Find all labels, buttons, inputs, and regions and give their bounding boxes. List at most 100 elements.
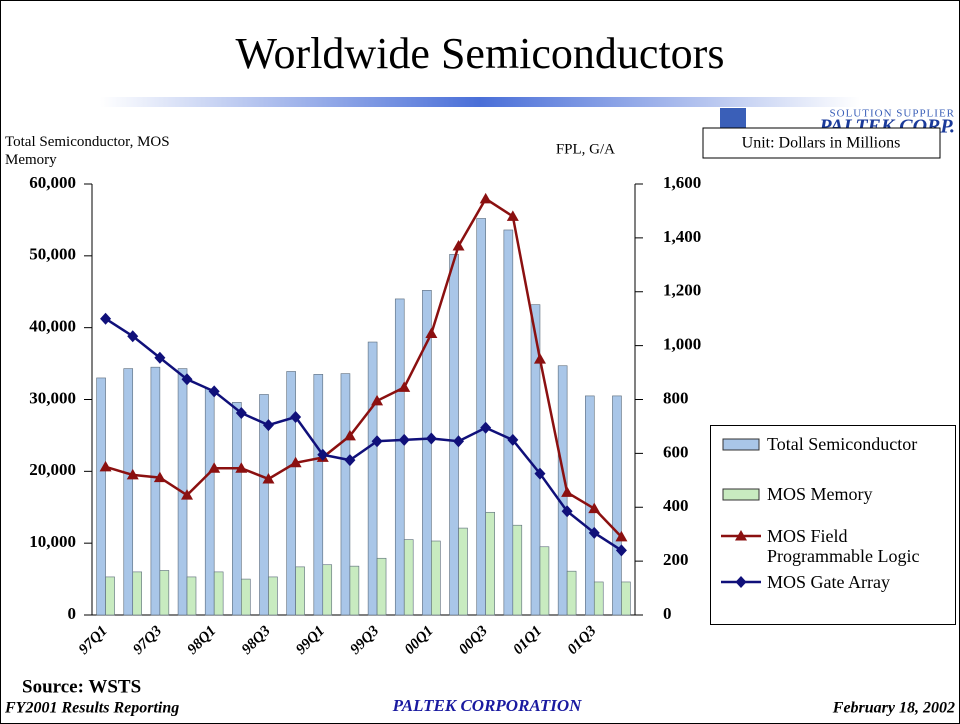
legend-item: Total Semiconductor: [719, 434, 952, 454]
x-tick-label: 99Q1: [293, 623, 328, 658]
marker: [398, 433, 410, 446]
bar: [376, 557, 387, 616]
bar: [268, 576, 278, 616]
marker: [290, 411, 302, 424]
marker: [99, 460, 112, 472]
line-series: [104, 317, 623, 552]
legend-item: MOS Gate Array: [719, 572, 952, 592]
y2-tick-label: 1,600: [663, 173, 701, 192]
legend-swatch-box: [722, 438, 760, 451]
bar: [422, 290, 432, 616]
marker: [588, 526, 600, 539]
source: Source: WSTS: [22, 676, 141, 697]
marker: [371, 435, 383, 448]
marker: [425, 432, 437, 445]
bar: [566, 570, 577, 616]
y2-axis-label: FPL, G/A: [556, 141, 615, 157]
marker: [154, 351, 166, 364]
bar: [313, 374, 324, 616]
marker: [344, 454, 356, 467]
unit-note: Unit: Dollars in Millions: [742, 135, 901, 152]
marker: [208, 385, 220, 398]
marker: [452, 239, 465, 251]
marker: [371, 394, 384, 406]
y-tick-label: 60,000: [29, 173, 76, 192]
marker: [317, 448, 329, 461]
y2-tick-label: 0: [663, 604, 672, 623]
line-series: [105, 197, 623, 538]
bar: [340, 373, 351, 616]
bar: [449, 254, 459, 616]
bar: [259, 394, 269, 616]
legend-label: Total Semiconductor: [767, 434, 918, 454]
bar: [367, 341, 378, 616]
y-tick-label: 0: [68, 604, 77, 623]
marker: [735, 530, 747, 541]
marker: [262, 472, 275, 484]
legend-swatch: [722, 488, 760, 501]
bar: [123, 368, 134, 616]
marker: [507, 433, 519, 446]
footer-right: February 18, 2002: [832, 700, 955, 717]
x-tick-label: 97Q3: [130, 623, 165, 658]
bar: [232, 402, 242, 616]
footer-center: PALTEK CORPORATION: [392, 696, 582, 715]
unit-box: [702, 127, 941, 159]
marker: [126, 468, 139, 480]
marker: [127, 330, 139, 343]
marker: [235, 406, 247, 419]
bar: [621, 581, 631, 616]
marker: [153, 471, 166, 483]
marker: [235, 462, 248, 473]
y-axis-label: Total Semiconductor, MOS Memory: [5, 134, 170, 168]
y2-tick-label: 1,000: [663, 335, 701, 354]
legend-swatch: [721, 530, 761, 541]
legend-swatch: [722, 438, 760, 451]
y2-tick-label: 1,400: [663, 227, 701, 246]
y2-tick-label: 200: [663, 550, 689, 569]
marker: [534, 467, 546, 480]
x-tick-label: 98Q3: [239, 623, 274, 658]
bar: [485, 511, 495, 616]
marker: [343, 429, 356, 441]
marker: [208, 462, 221, 473]
bar: [612, 395, 622, 616]
marker: [615, 544, 627, 557]
y2-tick-label: 600: [663, 442, 689, 461]
bar: [132, 571, 142, 616]
marker: [262, 419, 274, 432]
x-tick-label: 98Q1: [185, 623, 220, 658]
legend-label: MOS Memory: [767, 484, 873, 504]
x-tick-label: 01Q3: [565, 623, 600, 658]
legend: Total Semiconductor MOS Memory MOS Field P…: [710, 425, 956, 625]
marker: [615, 530, 628, 542]
y-tick-label: 20,000: [29, 460, 76, 479]
marker: [100, 312, 112, 325]
bar: [431, 540, 441, 616]
bar: [349, 565, 360, 616]
y-tick-label: 30,000: [29, 388, 76, 407]
marker: [480, 421, 492, 434]
legend-label: MOS Gate Array: [767, 572, 890, 592]
y-tick-label: 50,000: [29, 245, 76, 264]
legend-swatch: [721, 576, 761, 588]
legend-item: MOS Field Programmable Logic: [719, 526, 952, 566]
marker: [289, 456, 302, 468]
y2-tick-label: 800: [663, 388, 689, 407]
bar: [241, 578, 251, 616]
x-tick-label: 01Q1: [510, 623, 545, 658]
bar: [503, 229, 514, 616]
bar: [295, 566, 305, 616]
y2-tick-label: 400: [663, 496, 689, 515]
bar: [394, 298, 405, 616]
bar: [105, 576, 115, 616]
x-tick-label: 00Q3: [456, 623, 491, 658]
bar: [593, 581, 604, 616]
bar: [539, 546, 550, 616]
footer-left: FY2001 Results Reporting: [4, 700, 179, 717]
marker: [181, 489, 194, 500]
marker: [453, 435, 465, 448]
x-tick-label: 97Q1: [76, 623, 111, 658]
